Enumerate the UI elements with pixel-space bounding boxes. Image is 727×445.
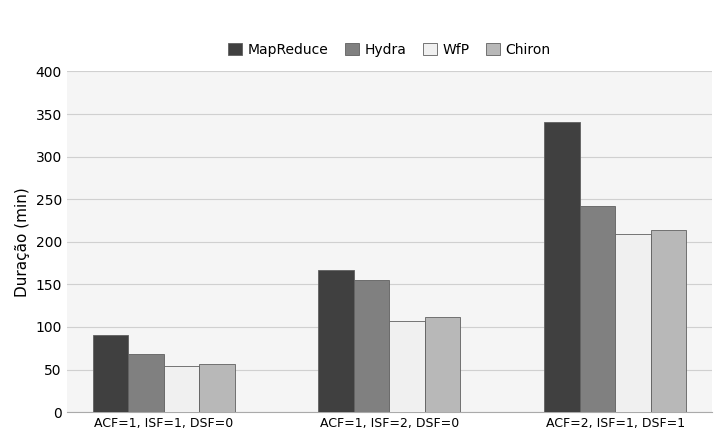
Bar xyxy=(318,270,354,412)
Bar xyxy=(615,234,651,412)
Bar xyxy=(651,230,686,412)
Y-axis label: Duração (min): Duração (min) xyxy=(15,187,30,297)
Bar xyxy=(164,366,199,412)
Bar xyxy=(92,336,128,412)
Bar xyxy=(354,280,390,412)
Bar xyxy=(579,206,615,412)
Bar xyxy=(545,121,579,412)
Bar xyxy=(390,321,425,412)
Bar xyxy=(128,354,164,412)
Bar xyxy=(199,364,235,412)
Legend: MapReduce, Hydra, WfP, Chiron: MapReduce, Hydra, WfP, Chiron xyxy=(222,37,556,63)
Bar xyxy=(425,317,460,412)
